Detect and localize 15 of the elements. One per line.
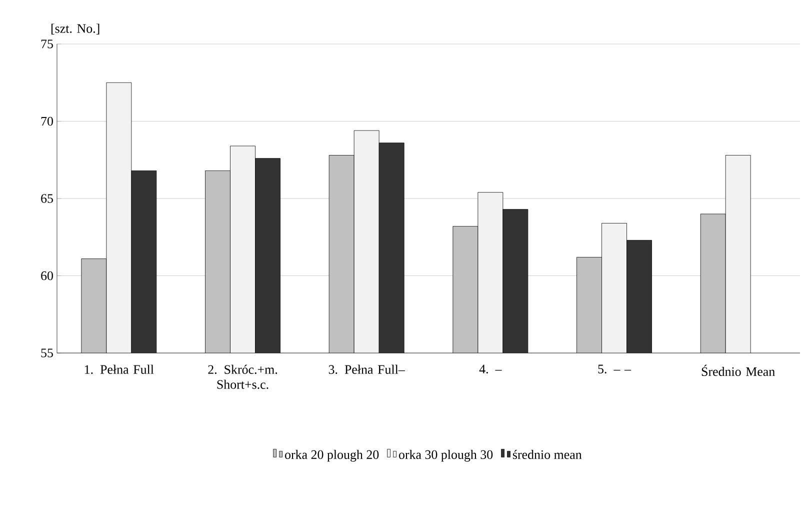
x-tick-label: 2. Skróc.+m. Short+s.c. — [208, 364, 278, 389]
y-axis-title: [szt. No.] — [51, 24, 100, 34]
legend-label: orka 20 plough 20 — [285, 450, 379, 462]
legend-label: orka 30 plough 30 — [398, 450, 493, 462]
y-tick-label: 65 — [41, 194, 53, 203]
x-tick-label: 4. – — [479, 364, 502, 374]
x-tick-label: 5. – – — [598, 364, 632, 374]
x-tick-label: 1. Pełna Full — [84, 364, 154, 374]
y-tick-label: 55 — [41, 348, 53, 358]
y-tick-label: 70 — [41, 116, 53, 126]
x-tick-label: Średnio Mean — [702, 364, 775, 376]
legend-label: średnio mean — [512, 450, 582, 460]
x-tick-label: 3. Pełna Full– — [328, 364, 405, 374]
y-tick-label: 60 — [41, 271, 53, 280]
y-tick-label: 75 — [41, 40, 53, 48]
